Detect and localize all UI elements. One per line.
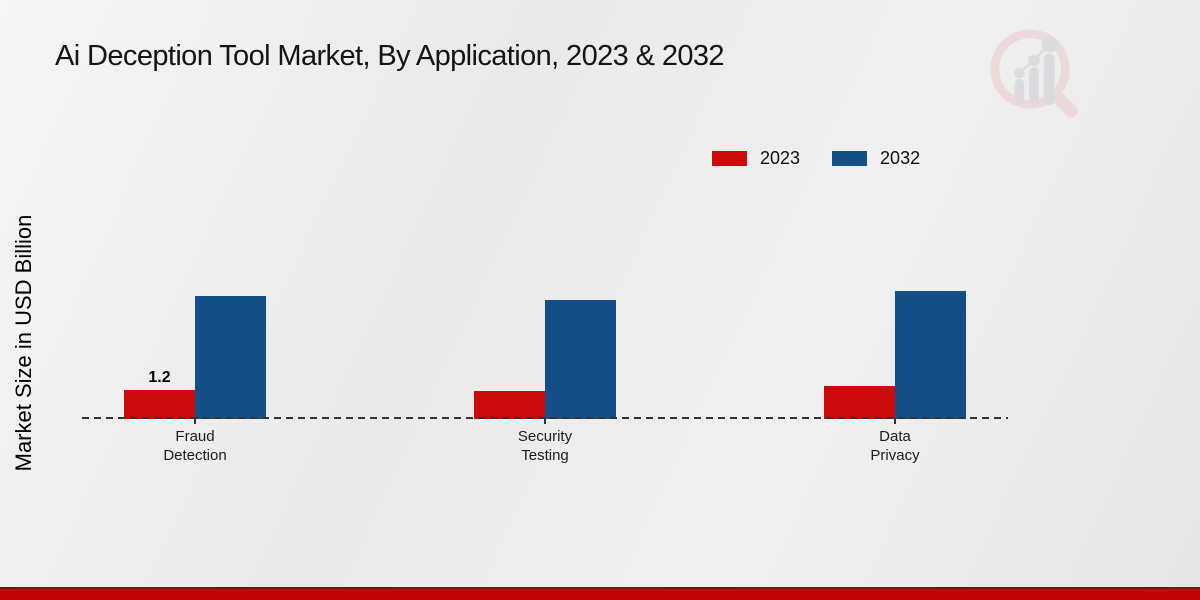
legend-label-2032: 2032 — [880, 148, 921, 168]
bar-2023-cat1 — [474, 391, 545, 419]
chart-title: Ai Deception Tool Market, By Application… — [55, 40, 725, 72]
bar-2032-cat0 — [195, 296, 266, 419]
bar-2032-cat1 — [545, 300, 616, 419]
category-label: Security Testing — [517, 428, 573, 464]
legend-item-2023: 2023 — [712, 148, 800, 169]
x-axis-tick — [544, 419, 546, 424]
bar-2023-cat0 — [124, 390, 195, 419]
x-axis-tick — [894, 419, 896, 424]
bar-2023-cat2 — [824, 386, 895, 419]
x-axis-line — [82, 417, 1008, 419]
legend-swatch-2032 — [832, 151, 868, 166]
magnifier-barchart-icon — [990, 29, 1078, 118]
x-axis-tick — [194, 419, 196, 424]
legend: 2023 2032 — [712, 148, 920, 169]
category-label: Data Privacy — [870, 428, 920, 464]
bar-value-label: 1.2 — [148, 369, 171, 386]
bar-2032-cat2 — [895, 291, 966, 419]
legend-label-2023: 2023 — [760, 148, 801, 168]
mrfr-logo-watermark — [986, 24, 1084, 122]
legend-item-2032: 2032 — [832, 148, 920, 169]
category-label: Fraud Detection — [163, 428, 227, 464]
legend-swatch-2023 — [712, 151, 747, 166]
footer-accent-bar — [0, 587, 1200, 600]
